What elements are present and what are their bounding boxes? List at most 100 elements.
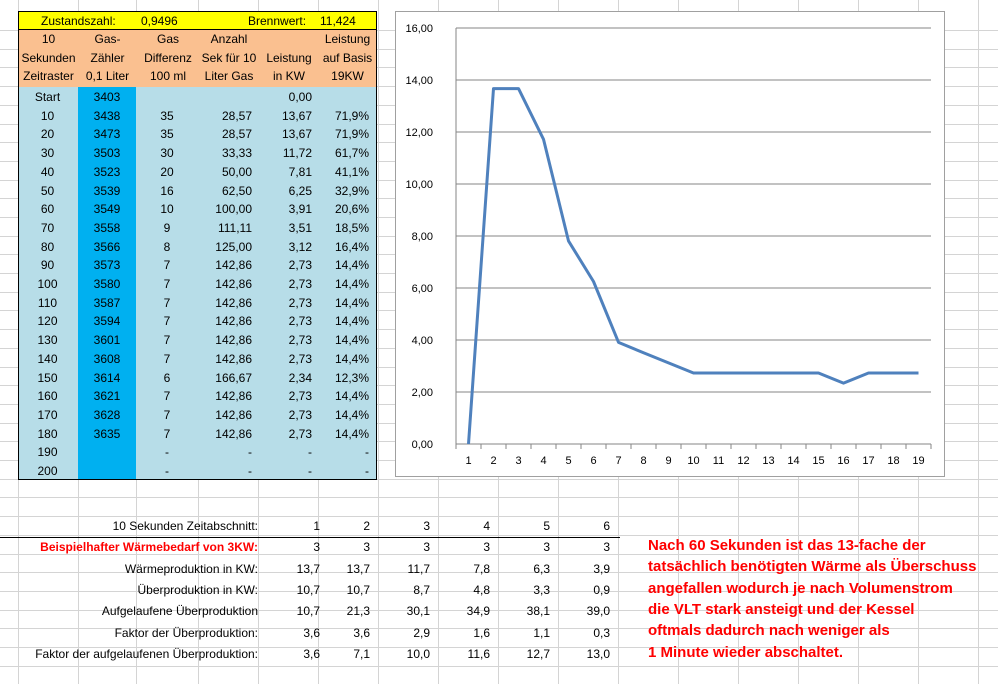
cell-zaehler-row-4[interactable]: 3523 (93, 164, 121, 179)
bottom-value-r2-c3[interactable]: 7,8 (473, 561, 490, 576)
cell-zeit-row-18[interactable]: 180 (37, 426, 58, 441)
brennwert-value[interactable]: 11,424 (320, 14, 356, 28)
bottom-value-r6-c4[interactable]: 12,7 (526, 646, 550, 661)
cell-zeit-row-4[interactable]: 40 (40, 164, 55, 179)
series-line-0[interactable] (467, 87, 919, 445)
cell-zeit-row-5[interactable]: 50 (40, 183, 55, 198)
cell-differenz-row-13[interactable]: 7 (163, 333, 171, 348)
cell-leistung-row-9[interactable]: 2,73 (288, 258, 312, 273)
cell-leistung-row-4[interactable]: 7,81 (288, 164, 312, 179)
cell-prozent-row-20[interactable]: - (365, 464, 369, 478)
cell-leistung-row-15[interactable]: 2,34 (288, 370, 312, 385)
cell-sekunden-row-2[interactable]: 28,57 (221, 127, 252, 142)
cell-sekunden-row-5[interactable]: 62,50 (221, 183, 252, 198)
cell-leistung-row-11[interactable]: 2,73 (288, 295, 312, 310)
cell-zaehler-row-11[interactable]: 3587 (93, 295, 121, 310)
bottom-value-r4-c3[interactable]: 34,9 (466, 604, 490, 619)
cell-differenz-row-17[interactable]: 7 (163, 407, 171, 422)
cell-differenz-row-14[interactable]: 7 (163, 351, 171, 366)
cell-sekunden-row-15[interactable]: 166,67 (215, 370, 252, 385)
cell-zeit-row-3[interactable]: 30 (40, 146, 55, 161)
bottom-value-r2-c0[interactable]: 13,7 (296, 561, 320, 576)
bottom-value-r5-c5[interactable]: 0,3 (593, 625, 610, 640)
cell-leistung-row-8[interactable]: 3,12 (288, 239, 312, 254)
cell-prozent-row-10[interactable]: 14,4% (334, 277, 369, 291)
bottom-label-4[interactable]: Aufgelaufene Überproduktion (101, 604, 258, 619)
cell-zaehler-row-19[interactable] (78, 443, 136, 461)
cell-differenz-row-12[interactable]: 7 (163, 314, 171, 329)
bottom-value-r3-c4[interactable]: 3,3 (533, 582, 550, 597)
cell-differenz-row-10[interactable]: 7 (163, 277, 171, 291)
cell-prozent-row-11[interactable]: 14,4% (334, 295, 369, 310)
cell-leistung-row-1[interactable]: 13,67 (281, 108, 312, 123)
cell-zeit-row-16[interactable]: 160 (37, 389, 58, 404)
cell-leistung-row-12[interactable]: 2,73 (288, 314, 312, 329)
cell-zaehler-row-15[interactable]: 3614 (93, 370, 121, 385)
cell-differenz-row-16[interactable]: 7 (163, 389, 171, 404)
bottom-value-r6-c2[interactable]: 10,0 (406, 646, 430, 661)
cell-zaehler-row-10[interactable]: 3580 (93, 277, 121, 291)
cell-prozent-row-2[interactable]: 71,9% (334, 127, 369, 142)
cell-zaehler-row-13[interactable]: 3601 (93, 333, 121, 348)
bottom-value-r1-c1[interactable]: 3 (363, 540, 370, 555)
cell-differenz-row-4[interactable]: 20 (160, 164, 174, 179)
cell-zeit-row-6[interactable]: 60 (40, 202, 55, 217)
bottom-value-r6-c5[interactable]: 13,0 (586, 646, 610, 661)
cell-sekunden-row-18[interactable]: 142,86 (215, 426, 252, 441)
bottom-value-r1-c3[interactable]: 3 (483, 540, 490, 555)
cell-zeit-row-17[interactable]: 170 (37, 407, 58, 422)
cell-differenz-row-15[interactable]: 6 (163, 370, 171, 385)
bottom-value-r4-c5[interactable]: 39,0 (586, 604, 610, 619)
cell-prozent-row-14[interactable]: 14,4% (334, 351, 369, 366)
bottom-value-r3-c5[interactable]: 0,9 (593, 582, 610, 597)
cell-differenz-row-18[interactable]: 7 (163, 426, 171, 441)
bottom-value-r0-c3[interactable]: 4 (483, 519, 490, 533)
cell-zeit-row-11[interactable]: 110 (37, 295, 58, 310)
bottom-value-r0-c0[interactable]: 1 (313, 519, 320, 533)
header-leistung-kw[interactable]: Leistung in KW (266, 51, 312, 83)
bottom-value-r0-c5[interactable]: 6 (603, 519, 610, 533)
cell-prozent-row-4[interactable]: 41,1% (334, 164, 369, 179)
cell-leistung-row-19[interactable]: - (308, 445, 312, 460)
cell-differenz-row-8[interactable]: 8 (163, 239, 171, 254)
cell-sekunden-row-7[interactable]: 111,11 (217, 220, 252, 235)
bottom-value-r3-c2[interactable]: 8,7 (413, 582, 430, 597)
header-zeitraster[interactable]: 10 Sekunden Zeitraster (21, 32, 76, 83)
cell-leistung-row-5[interactable]: 6,25 (288, 183, 312, 198)
cell-zaehler-row-3[interactable]: 3503 (93, 146, 121, 161)
header-gasdifferenz[interactable]: Gas Differenz 100 ml (144, 32, 192, 83)
cell-differenz-row-20[interactable]: - (165, 464, 169, 478)
cell-differenz-row-7[interactable]: 9 (163, 220, 171, 235)
zustand-brennwert-bar[interactable]: Zustandszahl: 0,9496 Brennwert: 11,424 (18, 11, 377, 30)
cell-leistung-row-16[interactable]: 2,73 (288, 389, 312, 404)
bottom-value-r3-c0[interactable]: 10,7 (296, 582, 320, 597)
cell-differenz-row-19[interactable]: - (165, 445, 169, 460)
cell-prozent-row-16[interactable]: 14,4% (334, 389, 369, 404)
cell-zeit-row-15[interactable]: 150 (37, 370, 58, 385)
bottom-value-r5-c1[interactable]: 3,6 (353, 625, 370, 640)
bottom-label-5[interactable]: Faktor der Überproduktion: (114, 625, 258, 640)
bottom-value-r2-c5[interactable]: 3,9 (593, 561, 610, 576)
bottom-value-r0-c1[interactable]: 2 (363, 519, 370, 533)
cell-sekunden-row-3[interactable]: 33,33 (221, 146, 252, 161)
bottom-value-r5-c4[interactable]: 1,1 (533, 625, 550, 640)
cell-sekunden-row-10[interactable]: 142,86 (215, 277, 252, 291)
cell-sekunden-row-13[interactable]: 142,86 (215, 333, 252, 348)
cell-sekunden-row-0[interactable] (198, 88, 252, 106)
cell-differenz-row-0[interactable] (136, 88, 198, 106)
cell-zeit-row-13[interactable]: 130 (37, 333, 58, 348)
cell-zaehler-row-17[interactable]: 3628 (93, 407, 121, 422)
cell-zaehler-row-14[interactable]: 3608 (93, 351, 121, 366)
bottom-value-r5-c2[interactable]: 2,9 (413, 625, 430, 640)
cell-zeit-row-7[interactable]: 70 (40, 220, 55, 235)
cell-prozent-row-13[interactable]: 14,4% (334, 333, 369, 348)
bottom-value-r3-c3[interactable]: 4,8 (473, 582, 490, 597)
cell-zeit-row-0[interactable]: Start (34, 90, 61, 104)
bottom-value-r1-c5[interactable]: 3 (603, 540, 610, 555)
cell-sekunden-row-14[interactable]: 142,86 (215, 351, 252, 366)
cell-zaehler-row-20[interactable] (78, 462, 136, 480)
bottom-value-r6-c0[interactable]: 3,6 (303, 646, 320, 661)
zustand-value[interactable]: 0,9496 (141, 14, 178, 28)
cell-prozent-row-9[interactable]: 14,4% (334, 258, 369, 273)
cell-sekunden-row-17[interactable]: 142,86 (215, 407, 252, 422)
